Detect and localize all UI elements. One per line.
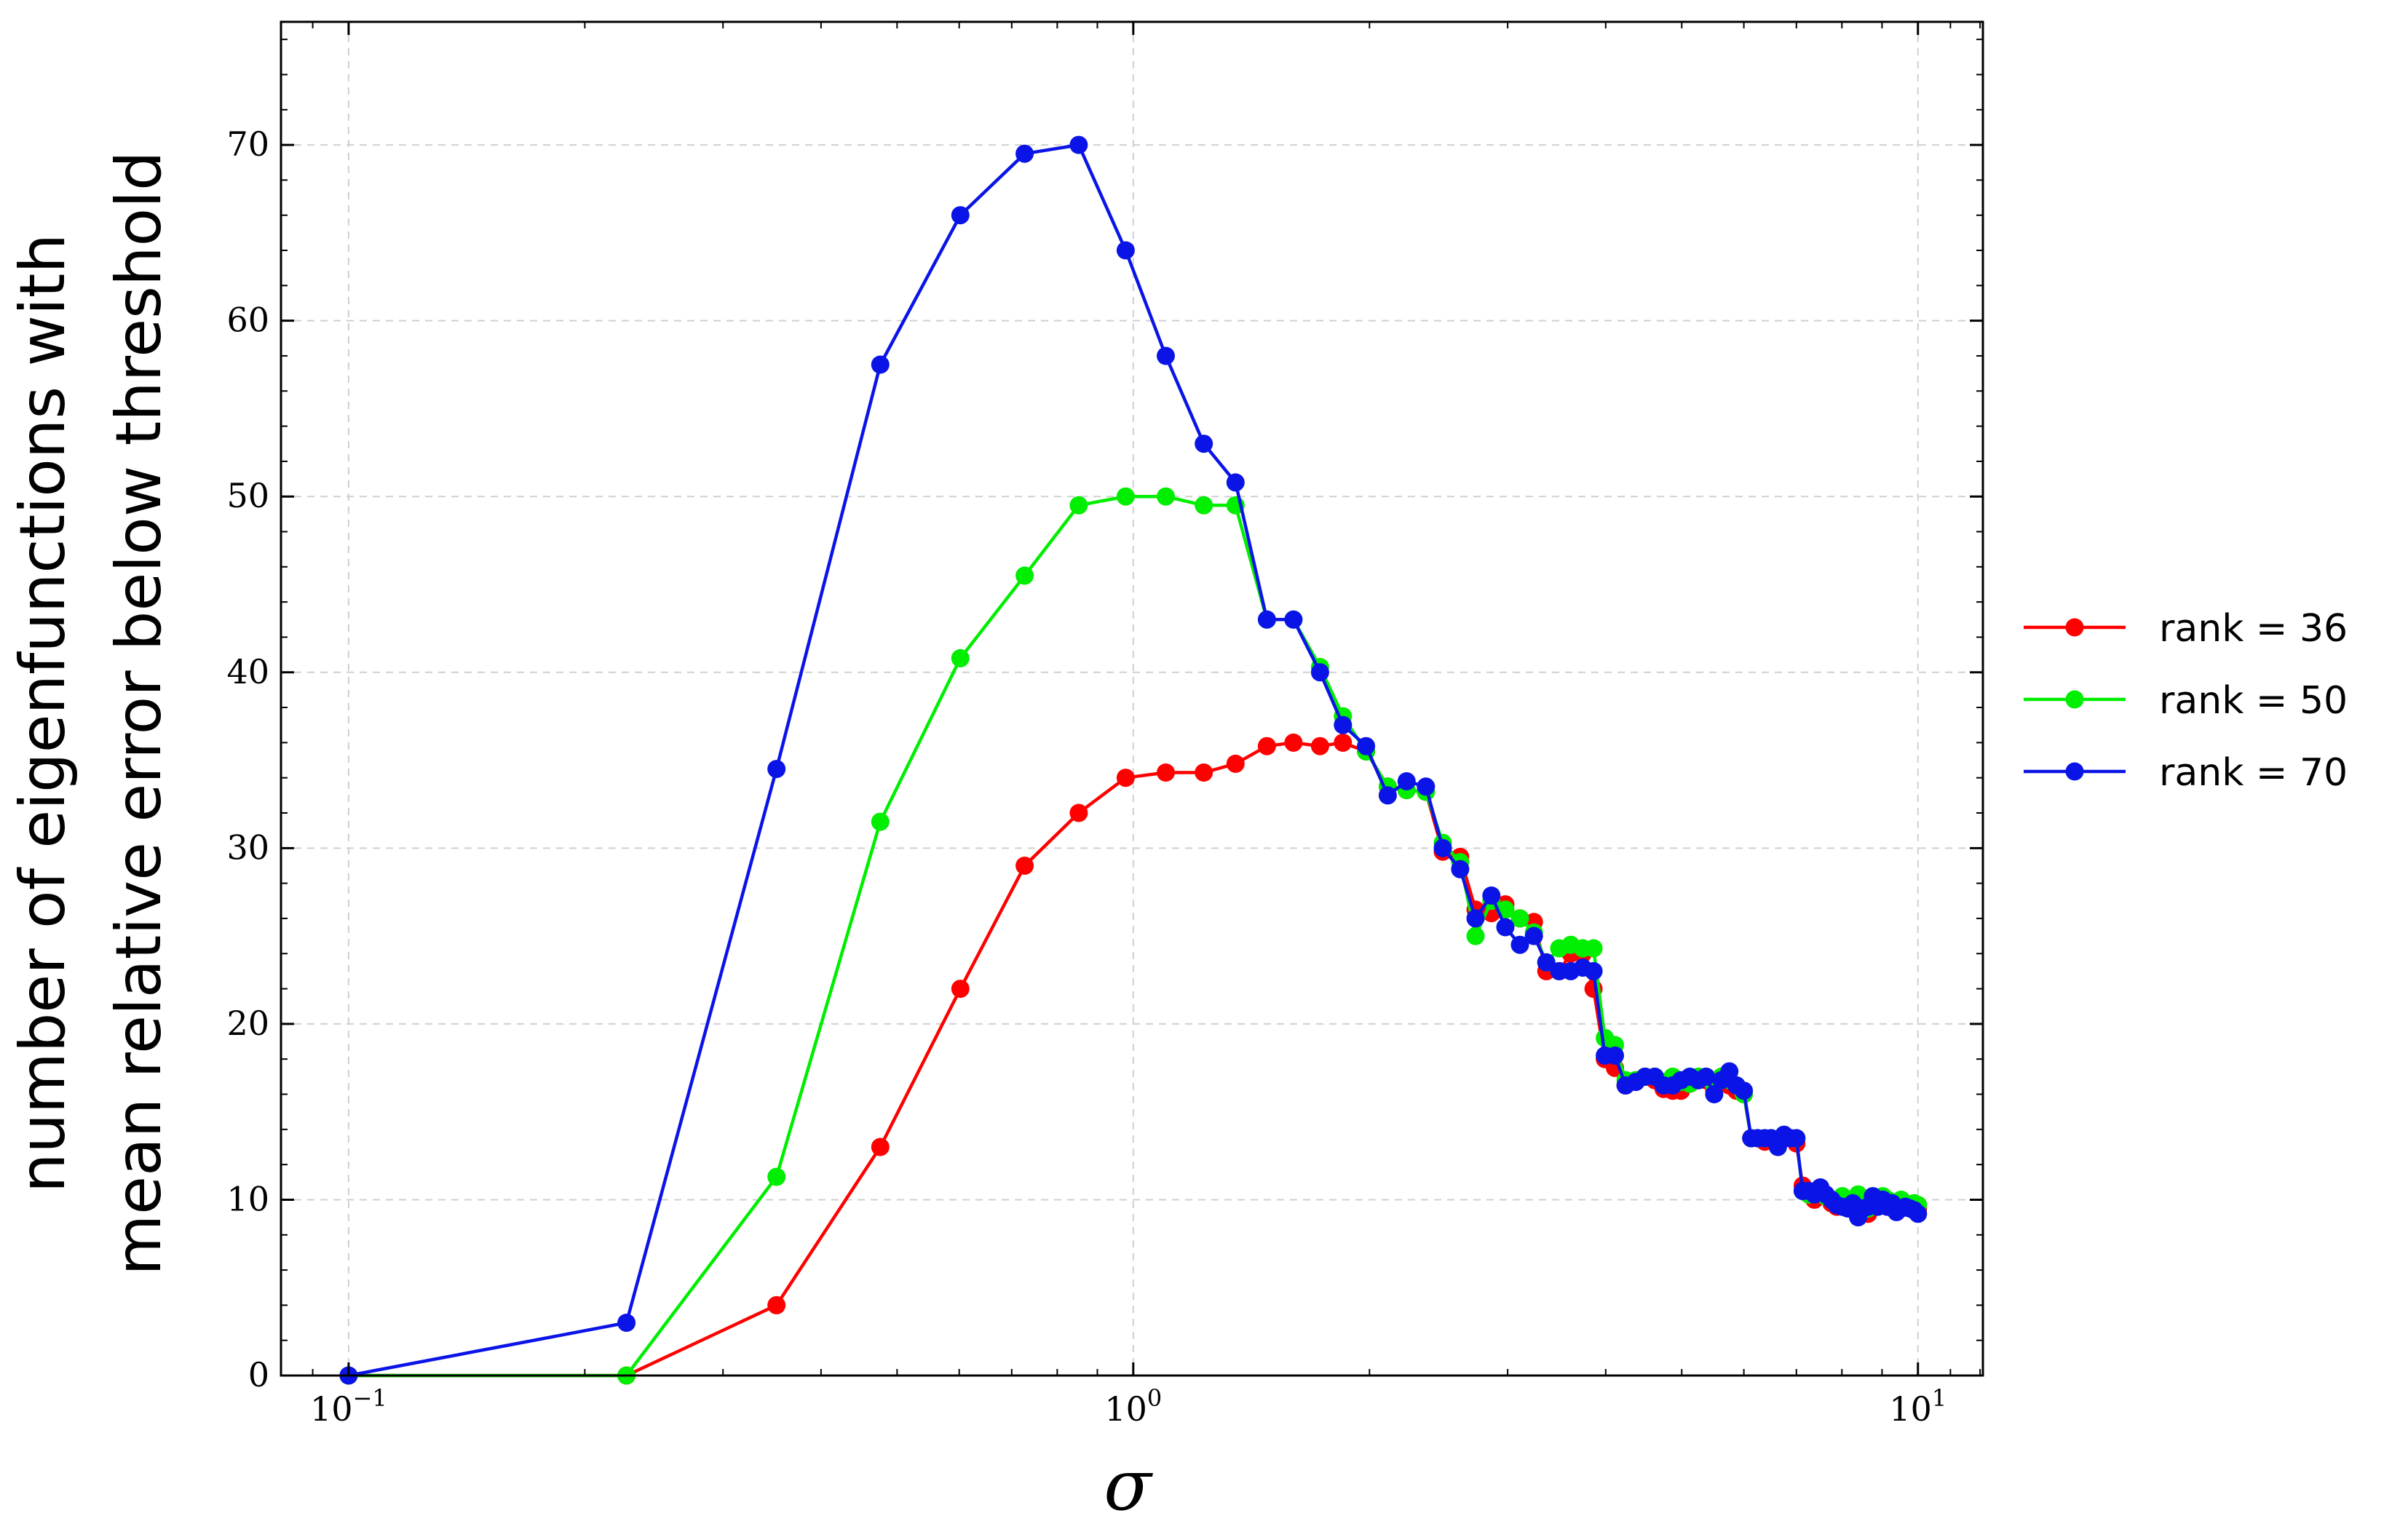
y-tick-label: 50 xyxy=(226,476,269,515)
legend-label: rank = 70 xyxy=(2159,751,2348,795)
plot-frame xyxy=(280,20,1984,1377)
data-point xyxy=(1116,769,1135,787)
data-point xyxy=(1157,763,1175,782)
data-point xyxy=(1720,1062,1739,1081)
data-point xyxy=(767,1295,786,1314)
y-tick-label: 10 xyxy=(226,1179,269,1218)
data-point xyxy=(1015,144,1034,163)
x-axis-title: σ xyxy=(1104,1445,1153,1526)
data-point xyxy=(1116,487,1135,506)
data-point xyxy=(1909,1204,1928,1223)
y-axis-title-line: mean relative error below threshold xyxy=(103,151,175,1275)
data-point xyxy=(1284,733,1303,752)
axis-ticks: 0 10 20 30 40 50 60 70 10−1 100 101 xyxy=(226,22,1983,1429)
data-point xyxy=(1496,918,1515,937)
data-point xyxy=(1157,346,1175,365)
data-point xyxy=(1584,961,1603,980)
y-tick-label: 60 xyxy=(226,301,269,340)
x-tick-label: 10−1 xyxy=(310,1384,387,1429)
data-point xyxy=(1015,566,1034,585)
grid xyxy=(281,22,1983,1376)
data-point xyxy=(1226,754,1245,773)
data-point xyxy=(951,206,970,225)
y-tick-label: 40 xyxy=(226,652,269,691)
data-point xyxy=(1482,886,1501,905)
data-point xyxy=(1397,772,1416,790)
legend: rank = 36 rank = 50 rank = 70 xyxy=(2024,607,2348,795)
data-point xyxy=(1069,496,1088,515)
data-point xyxy=(1378,786,1397,805)
series-rank-70 xyxy=(339,135,1928,1385)
data-point xyxy=(1157,487,1175,506)
data-point xyxy=(1787,1129,1806,1148)
data-point xyxy=(1705,1085,1724,1103)
data-point xyxy=(1451,860,1470,878)
x-tick-label: 101 xyxy=(1889,1384,1947,1429)
y-tick-label: 70 xyxy=(226,124,269,164)
legend-item: rank = 36 xyxy=(2024,607,2348,651)
data-point xyxy=(1417,777,1435,796)
data-point xyxy=(767,1167,786,1186)
data-point xyxy=(871,355,890,374)
legend-swatch-marker xyxy=(2065,762,2084,781)
y-tick-label: 20 xyxy=(226,1004,269,1043)
data-point xyxy=(1284,610,1303,629)
data-point xyxy=(1195,434,1213,453)
legend-item: rank = 50 xyxy=(2024,679,2348,723)
data-point xyxy=(1433,838,1452,857)
data-point xyxy=(1310,663,1329,682)
data-point xyxy=(1069,135,1088,154)
series-rank-50 xyxy=(339,487,1928,1385)
legend-swatch-marker xyxy=(2065,690,2084,709)
data-point xyxy=(1195,763,1213,782)
data-point xyxy=(1310,737,1329,755)
data-point xyxy=(1466,909,1485,928)
legend-item: rank = 70 xyxy=(2024,751,2348,795)
data-point xyxy=(1510,935,1529,954)
y-axis-title: number of eigenfunctions with mean relati… xyxy=(7,151,175,1275)
data-point xyxy=(617,1314,636,1332)
data-point xyxy=(951,648,970,667)
data-point xyxy=(1334,715,1353,734)
data-point xyxy=(1015,857,1034,875)
y-axis-title-line: number of eigenfunctions with xyxy=(7,234,79,1193)
data-point xyxy=(871,812,890,831)
data-point xyxy=(1537,953,1556,972)
data-point xyxy=(1226,473,1245,492)
data-point xyxy=(1357,737,1376,755)
data-point xyxy=(1510,909,1529,928)
plot-series xyxy=(339,135,1928,1385)
data-point xyxy=(1606,1046,1624,1065)
data-point xyxy=(1116,241,1135,260)
data-point xyxy=(1195,496,1213,515)
legend-label: rank = 36 xyxy=(2159,607,2348,651)
data-point xyxy=(1257,737,1276,755)
data-point xyxy=(871,1138,890,1156)
x-tick-label: 100 xyxy=(1104,1384,1162,1429)
data-point xyxy=(1334,733,1353,752)
y-tick-label: 30 xyxy=(226,827,269,867)
legend-swatch-marker xyxy=(2065,618,2084,637)
data-point xyxy=(1584,939,1603,958)
y-tick-label: 0 xyxy=(248,1355,269,1394)
data-point xyxy=(767,760,786,779)
data-point xyxy=(1466,926,1485,945)
data-point xyxy=(951,980,970,999)
data-point xyxy=(1069,803,1088,822)
data-point xyxy=(1257,610,1276,629)
data-point xyxy=(1735,1081,1754,1100)
data-point xyxy=(1697,1067,1716,1086)
data-point xyxy=(1524,926,1543,945)
legend-label: rank = 50 xyxy=(2159,679,2348,723)
